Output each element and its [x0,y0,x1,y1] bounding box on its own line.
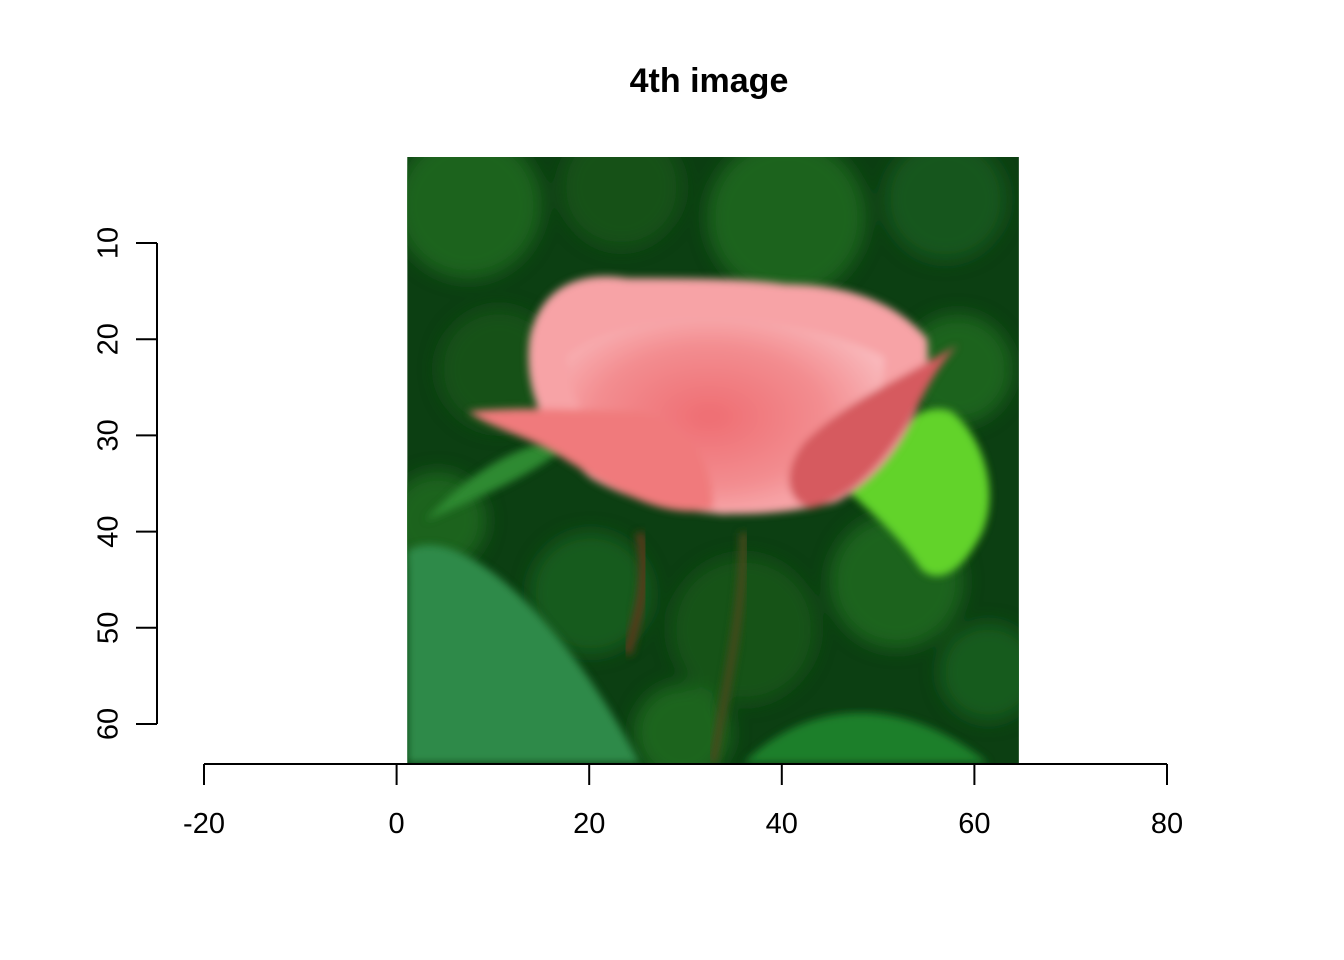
leaf-bottom-right [743,712,989,763]
x-tick-label: 60 [958,808,990,840]
chart-title: 4th image [630,62,789,100]
x-axis: -20 0 20 40 60 80 [183,763,1183,840]
rose-image [407,157,1019,763]
leaf-bottom-left [407,545,640,763]
stem-left [623,531,649,656]
y-axis: 10 20 30 40 50 60 [93,227,158,740]
x-tick-label: 80 [1151,808,1183,840]
y-tick-label: 20 [93,323,125,355]
leaf-left [425,435,579,521]
x-tick-label: 20 [573,808,605,840]
x-tick-label: -20 [183,808,225,840]
x-tick-label: 40 [766,808,798,840]
y-tick-label: 40 [93,515,125,547]
y-tick-label: 60 [93,708,125,740]
rose-bloom [468,276,958,515]
y-tick-label: 10 [93,227,125,259]
stem-center [709,532,748,763]
x-tick-label: 0 [389,808,405,840]
y-tick-label: 30 [93,419,125,451]
y-tick-label: 50 [93,612,125,644]
